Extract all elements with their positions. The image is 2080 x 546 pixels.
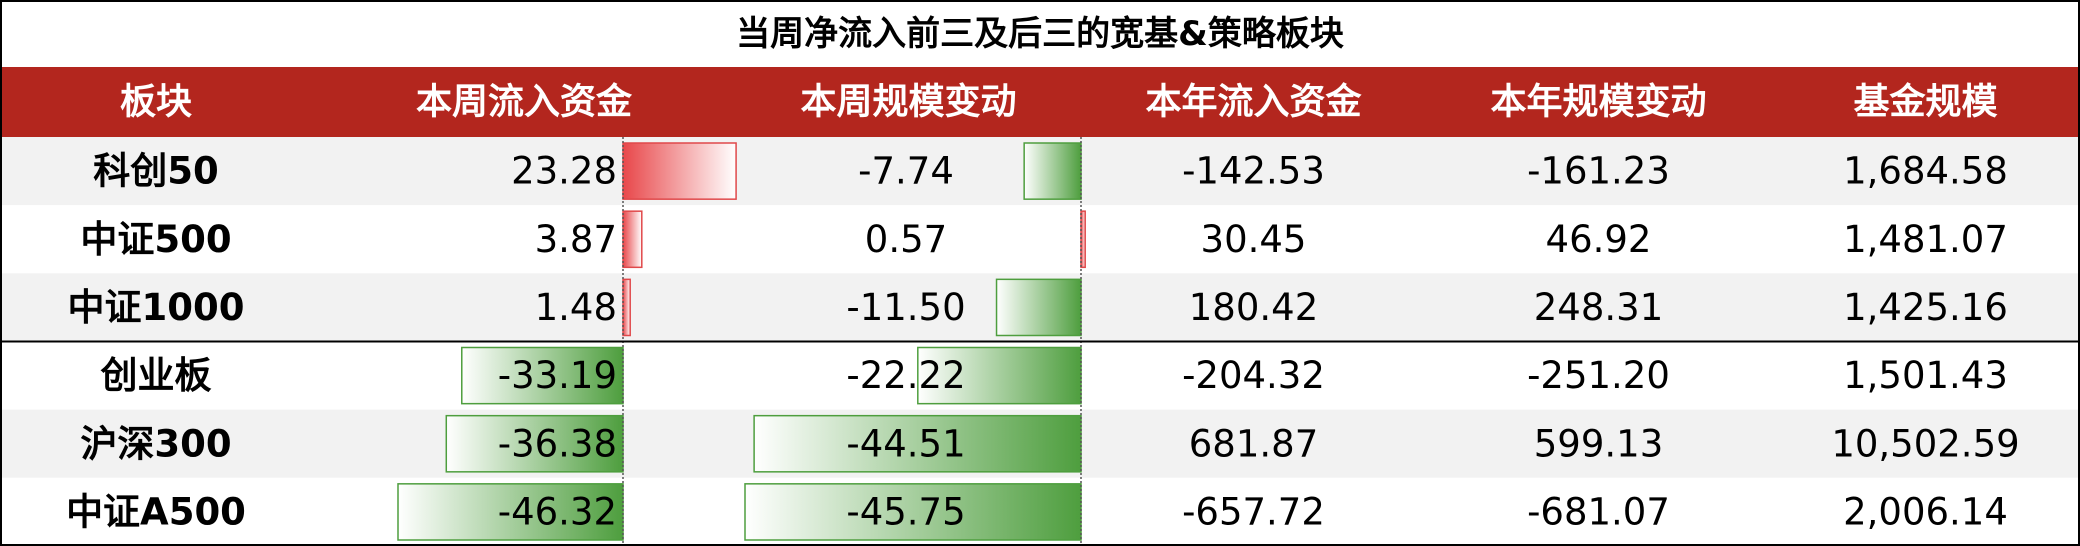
data-bar bbox=[917, 346, 1082, 405]
row-name: 创业板 bbox=[100, 354, 212, 397]
cell-value: -46.32 bbox=[498, 490, 617, 533]
cell-value: -11.50 bbox=[846, 286, 965, 329]
data-bar bbox=[461, 346, 624, 405]
row-name: 中证1000 bbox=[68, 286, 245, 329]
data-bar bbox=[995, 278, 1082, 337]
header-row bbox=[0, 67, 2080, 137]
cell-value: -33.19 bbox=[498, 354, 617, 397]
cell-value: 46.92 bbox=[1546, 218, 1652, 261]
cell-value: 3.87 bbox=[535, 218, 617, 261]
column-header: 本年流入资金 bbox=[1145, 81, 1362, 123]
column-header: 本周流入资金 bbox=[416, 81, 633, 123]
row-name: 科创50 bbox=[93, 150, 219, 193]
column-header: 基金规模 bbox=[1853, 81, 1997, 123]
row-name: 沪深300 bbox=[80, 422, 231, 465]
data-bar bbox=[744, 483, 1082, 541]
cell-value: -22.22 bbox=[846, 354, 965, 397]
cell-value: 1,425.16 bbox=[1843, 286, 2008, 329]
data-bar bbox=[445, 414, 624, 473]
cell-value: 681.87 bbox=[1189, 422, 1318, 465]
cell-value: -681.07 bbox=[1527, 490, 1670, 533]
cell-value: 180.42 bbox=[1189, 286, 1318, 329]
data-bar bbox=[622, 210, 643, 269]
cell-value: -44.51 bbox=[846, 422, 965, 465]
cell-value: -45.75 bbox=[846, 490, 965, 533]
cell-value: 1,481.07 bbox=[1843, 218, 2008, 261]
cell-value: 1.48 bbox=[535, 286, 617, 329]
cell-value: -657.72 bbox=[1182, 490, 1325, 533]
row-name: 中证500 bbox=[80, 218, 231, 261]
cell-value: -161.23 bbox=[1527, 150, 1670, 193]
cell-value: -7.74 bbox=[858, 150, 954, 193]
column-header: 本周规模变动 bbox=[800, 81, 1016, 123]
cell-value: -36.38 bbox=[498, 422, 617, 465]
cell-value: 1,684.58 bbox=[1843, 150, 2008, 193]
cell-value: 248.31 bbox=[1534, 286, 1663, 329]
row-name: 中证A500 bbox=[66, 490, 246, 533]
data-bar bbox=[753, 414, 1082, 473]
data-bar bbox=[622, 142, 737, 200]
data-bar bbox=[1023, 142, 1082, 200]
cell-value: 23.28 bbox=[511, 150, 617, 193]
cell-value: 1,501.43 bbox=[1843, 354, 2008, 397]
table-title: 当周净流入前三及后三的宽基&策略板块 bbox=[736, 14, 1344, 54]
cell-value: -251.20 bbox=[1527, 354, 1670, 397]
cell-value: -142.53 bbox=[1182, 150, 1325, 193]
data-bar bbox=[622, 278, 631, 337]
data-bar bbox=[1080, 210, 1086, 269]
data-bar bbox=[397, 483, 624, 541]
column-header: 板块 bbox=[120, 82, 192, 123]
cell-value: 599.13 bbox=[1534, 422, 1663, 465]
cell-value: 10,502.59 bbox=[1831, 422, 2019, 465]
table-row bbox=[0, 205, 2080, 274]
cell-value: 0.57 bbox=[865, 218, 947, 261]
cell-value: 2,006.14 bbox=[1843, 490, 2008, 533]
cell-value: 30.45 bbox=[1201, 218, 1307, 261]
cell-value: -204.32 bbox=[1182, 354, 1325, 397]
column-header: 本年规模变动 bbox=[1490, 81, 1706, 123]
